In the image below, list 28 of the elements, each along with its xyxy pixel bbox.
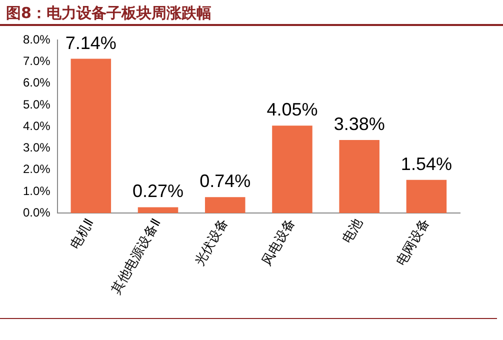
y-tick-label: 4.0% — [22, 118, 51, 133]
bar — [272, 126, 312, 214]
x-tick-label: 电池 — [340, 216, 366, 246]
y-tick-label: 6.0% — [22, 76, 51, 90]
x-tick-label: 其他电源设备Ⅱ — [109, 216, 164, 297]
x-tick-label: 电机Ⅱ — [68, 216, 98, 252]
data-label: 0.27% — [132, 181, 184, 202]
bar — [138, 207, 178, 214]
y-tick-label: 1.0% — [22, 184, 51, 198]
x-tick-label: 风电设备 — [260, 216, 299, 269]
data-label: 3.38% — [334, 114, 385, 134]
y-tick-label: 5.0% — [22, 97, 51, 112]
bar — [204, 197, 246, 214]
data-label: 0.74% — [200, 171, 251, 192]
data-label: 4.05% — [266, 100, 318, 120]
bar — [406, 180, 447, 214]
data-label: 7.14% — [65, 32, 116, 53]
x-tick-label: 光伏设备 — [192, 216, 232, 269]
y-tick-label: 2.0% — [22, 162, 51, 176]
y-tick-label: 3.0% — [22, 140, 51, 155]
y-tick-label: 0.0% — [22, 205, 51, 220]
bar — [339, 140, 380, 214]
chart-title: 图8：电力设备子板块周涨跌幅 — [0, 0, 503, 26]
bar — [70, 58, 112, 214]
y-tick-label: 8.0% — [22, 32, 51, 47]
x-tick-label: 电网设备 — [394, 216, 433, 269]
data-label: 1.54% — [400, 154, 452, 174]
y-tick-label: 7.0% — [22, 54, 51, 68]
